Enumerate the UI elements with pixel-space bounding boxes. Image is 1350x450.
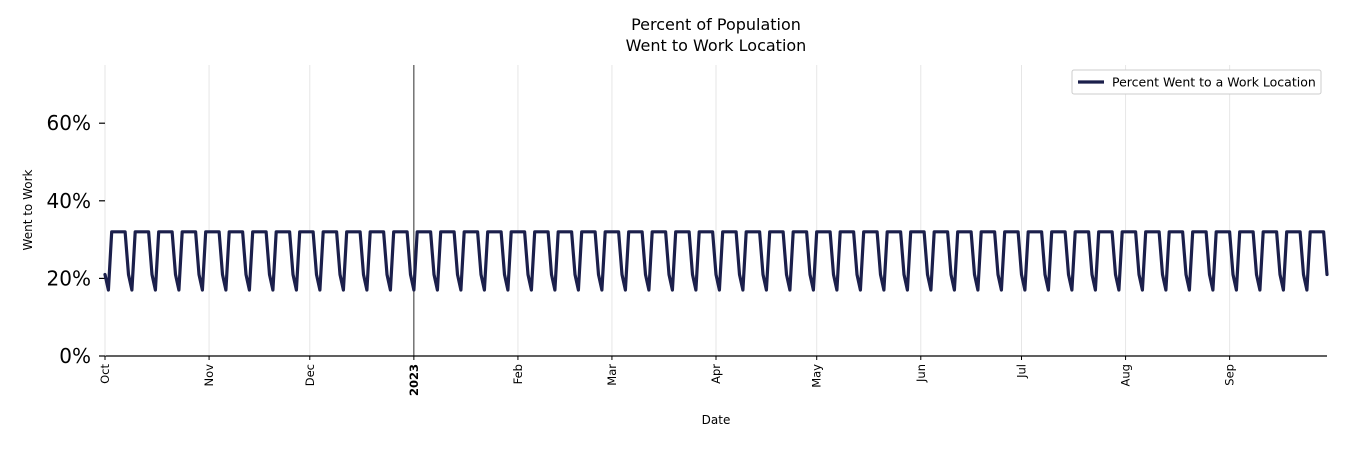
x-tick-label: Jun <box>914 364 928 383</box>
legend-label: Percent Went to a Work Location <box>1112 75 1316 90</box>
y-axis-label: Went to Work <box>21 169 35 250</box>
x-gridlines <box>104 65 1231 356</box>
y-ticks: 0% 20% 40% 60% <box>47 111 105 368</box>
x-tick-label: Mar <box>605 364 619 386</box>
x-tick-label: Apr <box>709 364 723 384</box>
x-tick-label: Aug <box>1119 364 1133 386</box>
chart-title-line-1: Percent of Population <box>631 15 801 34</box>
chart-title-line-2: Went to Work Location <box>626 36 807 55</box>
x-tick-label: Dec <box>303 364 317 386</box>
x-tick-label: May <box>810 364 824 388</box>
x-tick-label: Feb <box>511 364 525 384</box>
y-tick-label: 0% <box>59 344 91 368</box>
x-tick-label: Nov <box>202 364 216 387</box>
x-tick-label: Jul <box>1015 364 1029 379</box>
legend-frame <box>1071 69 1322 95</box>
x-tick-label: Sep <box>1223 364 1237 386</box>
y-tick-label: 40% <box>47 189 91 213</box>
x-tick-label: Oct <box>98 364 112 384</box>
y-tick-label: 60% <box>47 111 91 135</box>
x-axis-label: Date <box>702 413 731 427</box>
x-ticks: Oct Nov Dec 2023 Feb Mar Apr May Jun Jul Aug Sep <box>98 356 1237 396</box>
y-tick-label: 20% <box>47 266 91 290</box>
legend: Percent Went to a Work Location <box>1071 69 1322 95</box>
x-tick-label: 2023 <box>407 364 421 396</box>
series-line-work-location <box>103 230 1329 292</box>
